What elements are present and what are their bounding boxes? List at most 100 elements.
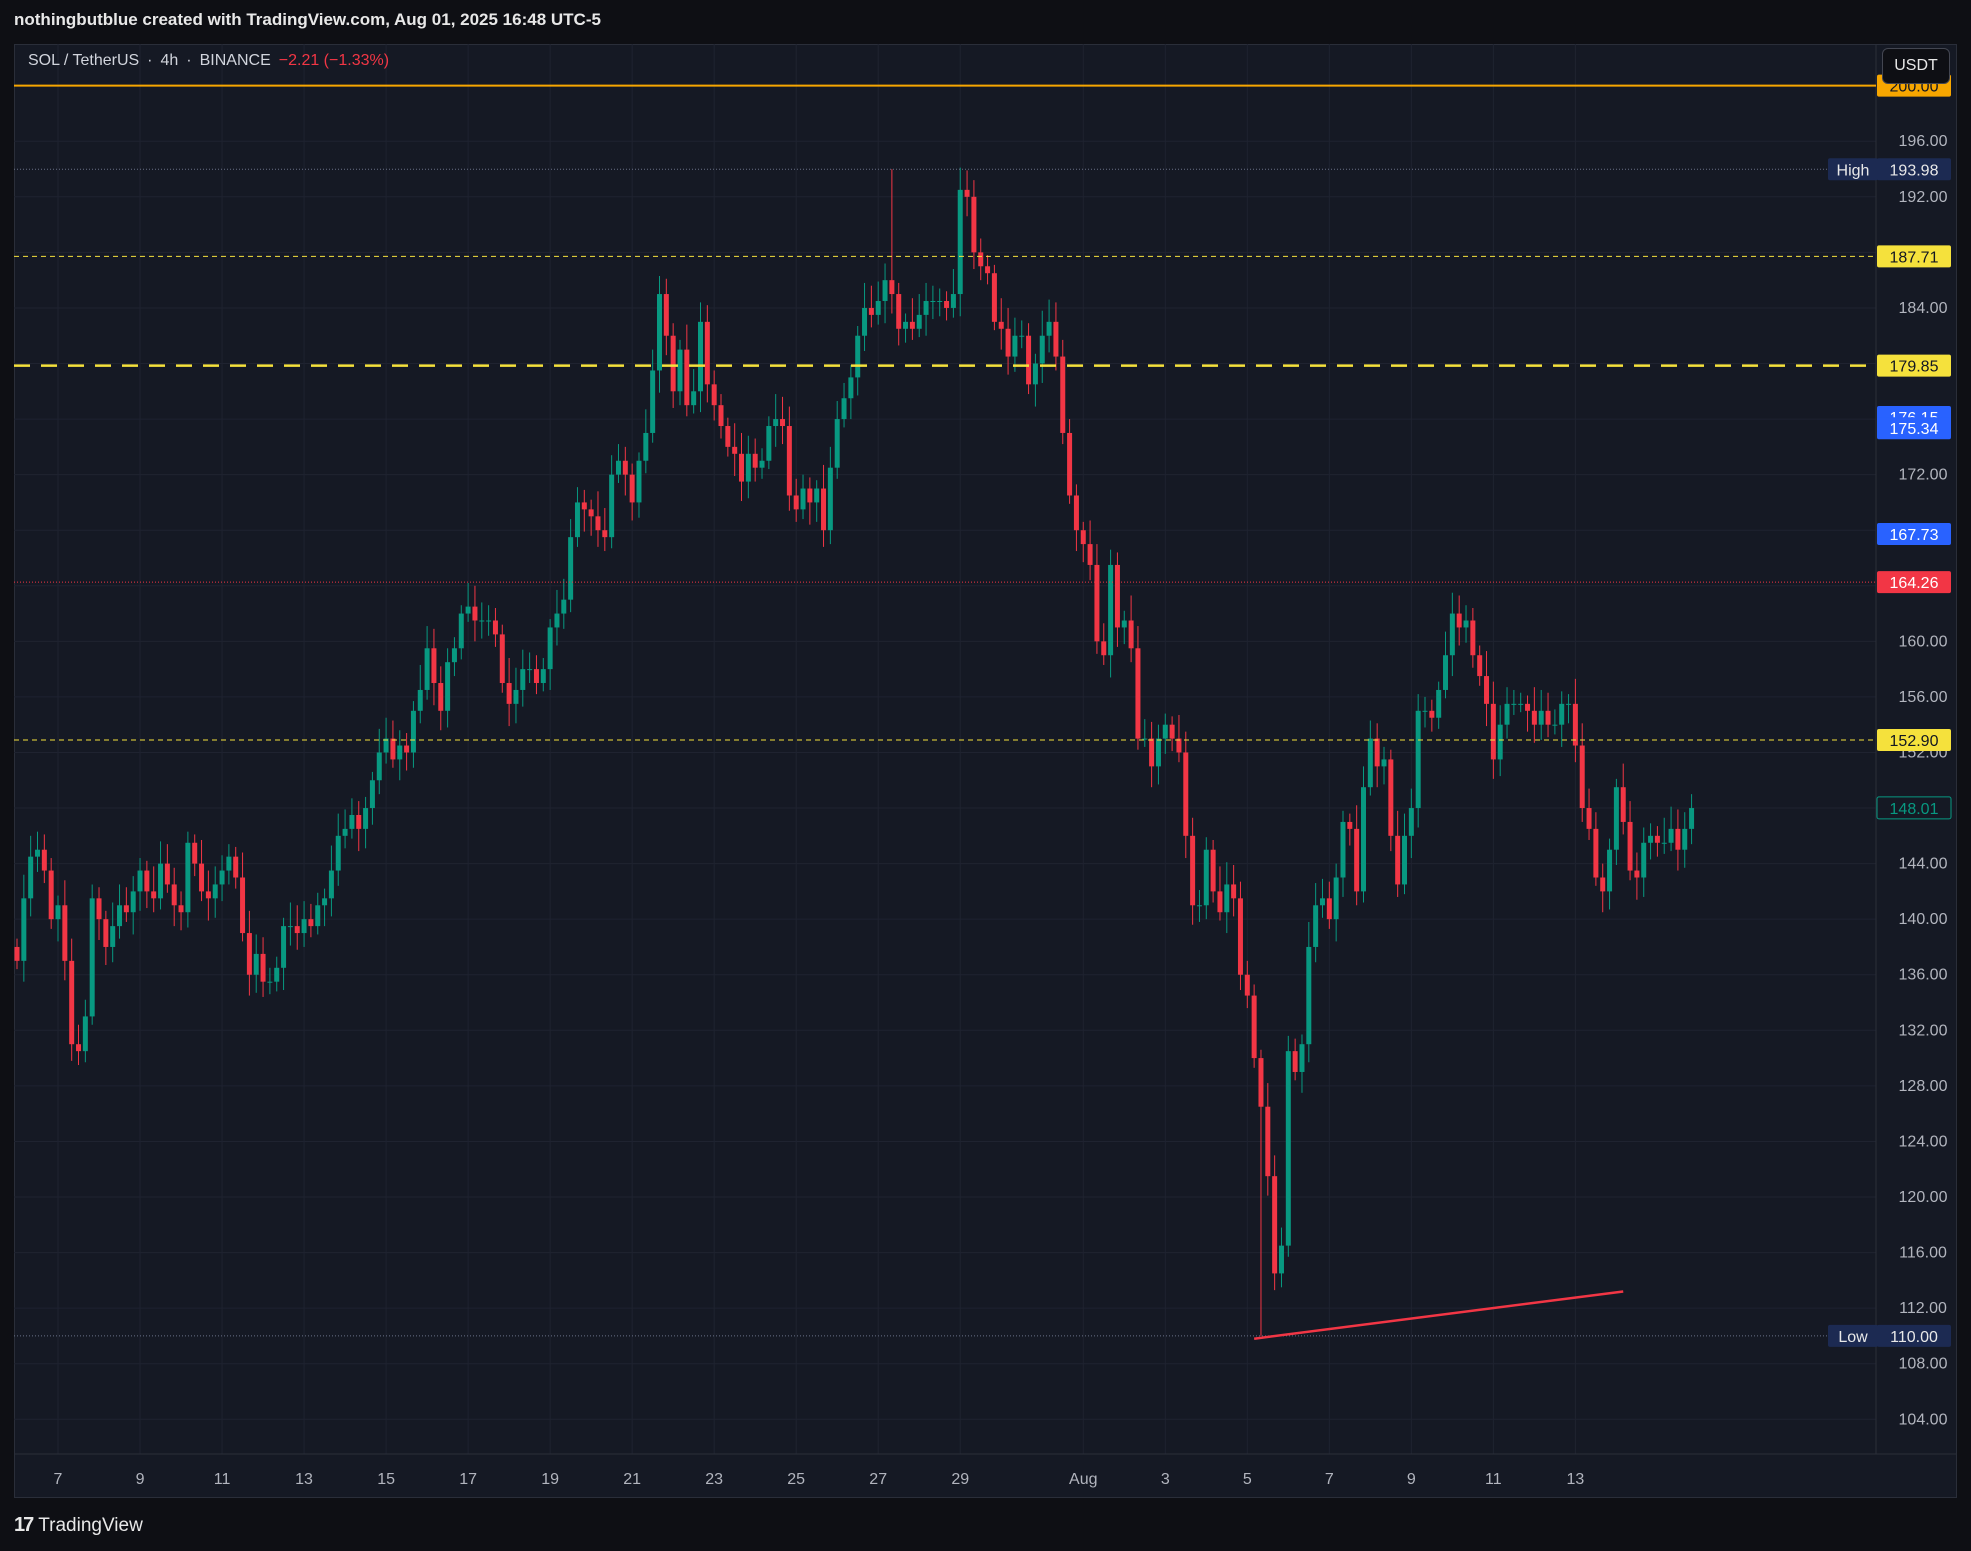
candle-body: [971, 196, 977, 253]
tradingview-logo[interactable]: 17 TradingView: [14, 1514, 143, 1537]
candle-body: [909, 321, 915, 329]
price-tick-label: 104.00: [1899, 1411, 1948, 1428]
price-tick-label: 184.00: [1899, 300, 1948, 317]
candle-body: [96, 898, 102, 920]
currency-button[interactable]: USDT: [1882, 48, 1950, 84]
candle-body: [260, 953, 266, 982]
candle-body: [1538, 710, 1544, 725]
price-tag-marker-bg[interactable]: [1877, 417, 1951, 440]
price-tick-label: 112.00: [1899, 1300, 1947, 1317]
candle-body: [226, 856, 232, 871]
candle-body: [1354, 828, 1360, 892]
candle-body: [486, 620, 492, 622]
price-tag-marker-bg[interactable]: [1877, 522, 1951, 545]
time-tick-label: Aug: [1069, 1471, 1097, 1488]
candle-body: [595, 516, 601, 531]
price-tag-level: 152.90: [1890, 733, 1939, 750]
candle-body: [1552, 724, 1558, 726]
candle-body: [21, 898, 27, 961]
candle-body: [759, 460, 765, 468]
candle-body: [547, 627, 553, 670]
time-tick-label: 29: [951, 1471, 969, 1488]
candle-body: [1094, 564, 1100, 642]
candle-body: [322, 898, 328, 906]
candle-body: [1627, 821, 1633, 871]
candle-body: [431, 648, 437, 684]
price-tick-label: 108.00: [1899, 1356, 1948, 1373]
price-tag-level-bg[interactable]: [1877, 354, 1951, 377]
candle-body: [1566, 703, 1572, 705]
candle-body: [1620, 787, 1626, 822]
candle-body: [937, 300, 943, 302]
candle-body: [1121, 620, 1127, 628]
candle-body: [28, 856, 34, 899]
price-tick-label: 160.00: [1899, 633, 1948, 650]
price-chart[interactable]: 104.00 108.00 112.00 116.00 120.00 124.00 128.…: [14, 44, 1957, 1498]
candle-body: [807, 488, 813, 503]
time-tick-label: 27: [869, 1471, 887, 1488]
candle-body: [123, 905, 129, 913]
candle-body: [151, 891, 157, 899]
last-price-tag-bg[interactable]: [1876, 796, 1952, 820]
symbol-legend[interactable]: SOL / TetherUS · 4h · BINANCE −2.21 (−1.…: [28, 52, 389, 70]
candle-body: [1463, 620, 1469, 628]
candle-body: [506, 683, 512, 704]
candle-body: [527, 669, 533, 671]
candle-body: [711, 384, 717, 406]
candle-body: [164, 863, 170, 885]
price-tag-high-bg[interactable]: [1877, 158, 1951, 181]
candle-body: [1504, 703, 1510, 725]
candle-body: [1572, 703, 1578, 746]
candle-body: [1531, 710, 1537, 725]
candle-body: [1087, 544, 1093, 565]
time-tick-label: 13: [295, 1471, 313, 1488]
candle-body: [1060, 356, 1066, 433]
candle-body: [55, 905, 61, 920]
candle-body: [1484, 676, 1490, 704]
candle-body: [1490, 703, 1496, 760]
price-tag-low-bg[interactable]: [1877, 1324, 1951, 1347]
candle-body: [1518, 703, 1524, 705]
candle-body: [492, 620, 498, 635]
price-tag-level: 187.71: [1890, 249, 1939, 266]
candle-body: [1436, 689, 1442, 718]
symbol-pair[interactable]: SOL / TetherUS: [28, 52, 140, 69]
candle-body: [1477, 655, 1483, 677]
candle-body: [219, 870, 225, 885]
symbol-interval[interactable]: 4h: [160, 52, 179, 69]
price-tick-label: 124.00: [1899, 1133, 1948, 1150]
candle-body: [479, 620, 485, 622]
candle-body: [1073, 495, 1079, 531]
candle-body: [369, 780, 375, 809]
candle-body: [267, 981, 273, 983]
candle-body: [698, 321, 703, 392]
candle-body: [212, 884, 218, 899]
snapshot-credit: nothingbutblue created with TradingView.…: [14, 10, 601, 29]
candle-body: [1634, 870, 1640, 878]
candle-body: [1244, 974, 1250, 996]
price-tag-level-bg[interactable]: [1877, 245, 1951, 268]
candle-body: [718, 405, 724, 427]
candle-body: [246, 933, 252, 975]
footer: 17 TradingView: [0, 1498, 1971, 1551]
candle-body: [1128, 620, 1134, 649]
candle-body: [315, 905, 321, 927]
price-tag-level-bg[interactable]: [1877, 571, 1951, 594]
candle-body: [281, 926, 287, 968]
chart-frame: [14, 44, 1957, 1498]
candle-body: [117, 905, 123, 927]
time-tick-label: 25: [787, 1471, 805, 1488]
candle-body: [1285, 1051, 1291, 1246]
candle-body: [301, 919, 307, 934]
candle-body: [848, 377, 854, 399]
candle-body: [1203, 849, 1209, 906]
price-tag-low: 110.00: [1890, 1329, 1938, 1346]
price-tick-label: 172.00: [1899, 467, 1948, 484]
candle-body: [472, 606, 478, 621]
candle-body: [609, 474, 615, 538]
price-tag-level-bg[interactable]: [1877, 728, 1951, 751]
candle-body: [424, 648, 430, 690]
candle-body: [923, 300, 929, 315]
candle-body: [1231, 884, 1237, 899]
trendline[interactable]: [1253, 1290, 1624, 1340]
